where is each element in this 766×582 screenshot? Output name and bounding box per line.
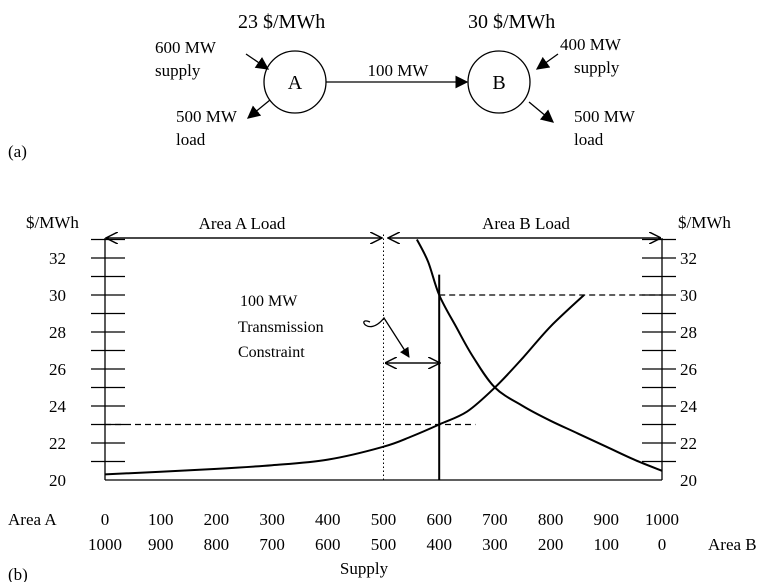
x-tick-label-area-b: 0 [658,535,667,554]
area-b-load-label: Area B Load [482,214,570,233]
x-tick-label-area-a: 500 [371,510,397,529]
y-tick-label-right: 20 [680,471,697,490]
x-tick-labels-area-a: 0 100 200 300 400 500 600 700 800 900 1000 [101,510,679,529]
flow-label: 100 MW [368,61,430,80]
x-axis-title: Supply [340,559,389,578]
y-unit-left: $/MWh [26,213,79,232]
row-label-area-a: Area A [8,510,57,529]
y-tick-label-left: 30 [49,286,66,305]
y-tick-label-left: 22 [49,434,66,453]
node-b-label: B [492,72,505,94]
area-b-price: 30 $/MWh [468,11,555,33]
x-tick-label-area-a: 800 [538,510,564,529]
x-tick-label-area-b: 100 [594,535,620,554]
y-tick-labels-right: 20 22 24 26 28 30 32 [680,249,698,490]
x-tick-label-area-a: 900 [594,510,620,529]
y-tick-label-right: 32 [680,249,697,268]
a-supply-line2: supply [155,61,201,80]
x-tick-label-area-b: 900 [148,535,174,554]
x-tick-label-area-a: 200 [204,510,230,529]
b-supply-line1: 400 MW [560,35,622,54]
y-tick-label-right: 28 [680,323,697,342]
network-diagram: 23 $/MWh 30 $/MWh A B 100 MW 600 MW supp… [8,11,636,161]
y-tick-label-left: 26 [49,360,66,379]
y-tick-label-right: 26 [680,360,697,379]
y-tick-label-left: 28 [49,323,66,342]
b-supply-arrow [535,53,559,70]
supply-curve [104,294,585,476]
constraint-pointer [363,316,410,358]
x-tick-label-area-a: 300 [259,510,285,529]
x-tick-label-area-a: 600 [426,510,452,529]
area-b-load-curve [416,239,663,472]
x-tick-label-area-b: 400 [426,535,452,554]
area-a-price: 23 $/MWh [238,11,325,33]
b-load-line1: 500 MW [574,107,636,126]
x-tick-label-area-b: 800 [204,535,230,554]
constraint-line3: Constraint [238,344,305,361]
b-supply-line2: supply [574,58,620,77]
y-ticks-right [642,238,676,463]
x-tick-label-area-b: 1000 [88,535,122,554]
a-load-arrow [246,99,271,119]
area-a-load-bg [152,215,332,235]
x-tick-label-area-b: 200 [538,535,564,554]
y-tick-labels-left: 20 22 24 26 28 30 32 [49,249,67,490]
panel-a-label: (a) [8,142,27,161]
x-tick-label-area-a: 400 [315,510,341,529]
b-load-line2: load [574,130,604,149]
area-a-load-label: Area A Load [199,214,286,233]
y-tick-label-left: 20 [49,471,66,490]
b-load-arrow [528,101,554,123]
y-tick-label-right: 30 [680,286,697,305]
y-tick-label-left: 24 [49,397,67,416]
a-supply-line1: 600 MW [155,38,217,57]
y-ticks-left [91,238,125,463]
x-tick-label-area-a: 1000 [645,510,679,529]
x-tick-label-area-a: 700 [482,510,508,529]
x-tick-label-area-a: 0 [101,510,110,529]
x-tick-label-area-b: 600 [315,535,341,554]
y-tick-label-right: 24 [680,397,698,416]
price-chart: $/MWh $/MWh 20 22 24 26 28 30 32 20 22 24 26 28 30 3… [8,213,757,582]
x-tick-label-area-b: 500 [371,535,397,554]
x-tick-labels-area-b: 1000 900 800 700 600 500 400 300 200 100 0 [88,535,666,554]
node-a-label: A [288,72,303,94]
y-tick-label-right: 22 [680,434,697,453]
a-supply-arrow [245,53,270,70]
constraint-line2: Transmission [238,319,324,336]
y-tick-label-left: 32 [49,249,66,268]
panel-b-label: (b) [8,565,28,582]
y-unit-right: $/MWh [678,213,731,232]
x-tick-label-area-b: 700 [259,535,285,554]
row-label-area-b: Area B [708,535,757,554]
a-load-line1: 500 MW [176,107,238,126]
a-load-line2: load [176,130,206,149]
x-tick-label-area-b: 300 [482,535,508,554]
area-b-load-bg [437,215,615,235]
x-tick-label-area-a: 100 [148,510,174,529]
constraint-line1: 100 MW [240,293,298,310]
